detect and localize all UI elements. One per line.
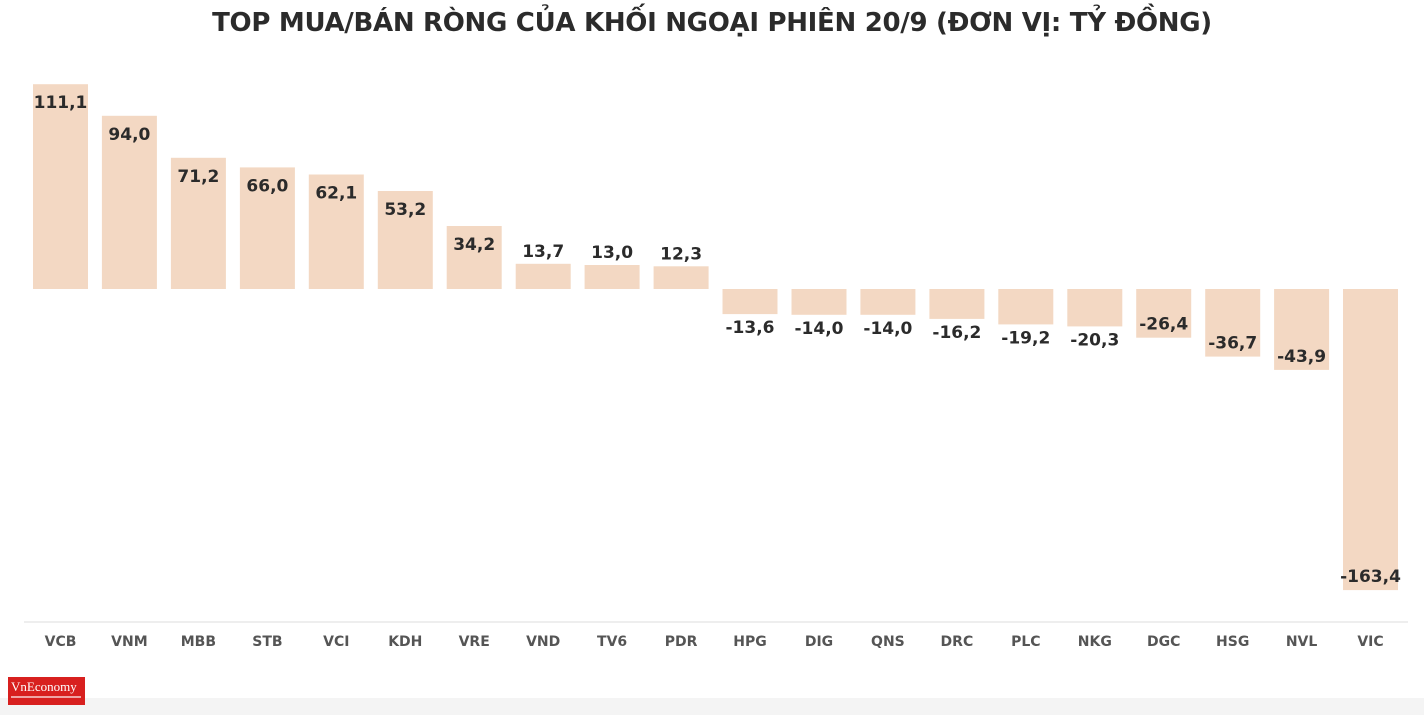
- x-tick-label-vci: VCI: [323, 634, 349, 650]
- x-tick-label-stb: STB: [252, 634, 282, 650]
- x-tick-label-vcb: VCB: [45, 634, 77, 650]
- bar-vre: [446, 226, 502, 289]
- bar-pdr: [653, 266, 709, 289]
- value-label-nvl: -43,9: [1277, 347, 1326, 367]
- bar-vci: [308, 174, 364, 289]
- bar-qns: [860, 289, 916, 315]
- x-tick-label-vic: VIC: [1357, 634, 1383, 650]
- bar-vnd: [515, 263, 571, 289]
- value-label-tv6: 13,0: [591, 243, 633, 263]
- x-tick-label-vnm: VNM: [111, 634, 147, 650]
- value-label-hpg: -13,6: [726, 318, 775, 338]
- bar-drc: [929, 289, 985, 319]
- x-tick-label-kdh: KDH: [388, 634, 422, 650]
- x-tick-label-drc: DRC: [941, 634, 974, 650]
- bar-vcb: [33, 84, 88, 289]
- x-tick-label-hsg: HSG: [1216, 634, 1249, 650]
- value-label-stb: 66,0: [246, 176, 288, 196]
- bar-plc: [998, 289, 1054, 325]
- value-label-dig: -14,0: [795, 319, 844, 339]
- value-label-drc: -16,2: [932, 323, 981, 343]
- bar-dgc: [1136, 289, 1192, 338]
- value-label-vcb: 111,1: [34, 93, 88, 113]
- value-label-hsg: -36,7: [1208, 334, 1257, 354]
- logo-tagline-line: [11, 696, 81, 698]
- x-tick-label-plc: PLC: [1011, 634, 1040, 650]
- bar-nkg: [1067, 289, 1123, 327]
- value-label-kdh: 53,2: [384, 200, 426, 220]
- x-tick-label-tv6: TV6: [597, 634, 627, 650]
- value-label-dgc: -26,4: [1139, 315, 1188, 335]
- value-label-mbb: 71,2: [177, 167, 219, 187]
- bar-dig: [791, 289, 847, 315]
- bar-kdh: [377, 191, 433, 289]
- value-label-vnm: 94,0: [108, 125, 150, 145]
- bars-group: [33, 84, 1398, 591]
- bar-tv6: [584, 265, 640, 289]
- x-tick-label-dgc: DGC: [1147, 634, 1180, 650]
- x-tick-label-mbb: MBB: [181, 634, 216, 650]
- value-label-vci: 62,1: [315, 184, 357, 204]
- value-label-plc: -19,2: [1001, 328, 1050, 348]
- chart-title: TOP MUA/BÁN RÒNG CỦA KHỐI NGOẠI PHIÊN 20…: [212, 8, 1212, 38]
- x-tick-label-dig: DIG: [805, 634, 833, 650]
- vneconomy-logo: VnEconomy: [8, 677, 85, 705]
- value-label-qns: -14,0: [863, 319, 912, 339]
- bar-mbb: [170, 157, 226, 289]
- value-label-vnd: 13,7: [522, 242, 564, 262]
- bar-vnm: [101, 115, 157, 289]
- bar-vic: [1343, 289, 1398, 591]
- bar-hsg: [1205, 289, 1261, 357]
- x-tick-label-qns: QNS: [871, 634, 905, 650]
- x-tick-label-nkg: NKG: [1078, 634, 1112, 650]
- footer-strip: [0, 698, 1424, 715]
- x-tick-label-pdr: PDR: [665, 634, 698, 650]
- value-label-vic: -163,4: [1340, 567, 1401, 587]
- bar-stb: [239, 167, 295, 289]
- x-tick-label-vnd: VND: [526, 634, 560, 650]
- x-tick-labels-group: VCB VNM MBB STB VCI KDH VRE VND TV6 PDR HPG DIG QNS D…: [45, 634, 1384, 650]
- x-tick-label-vre: VRE: [459, 634, 490, 650]
- bar-hpg: [722, 289, 778, 315]
- value-label-pdr: 12,3: [660, 244, 702, 264]
- value-label-nkg: -20,3: [1070, 330, 1119, 350]
- x-tick-label-hpg: HPG: [733, 634, 766, 650]
- bar-nvl: [1274, 289, 1330, 370]
- bar-chart: 111,1 94,0 71,2 66,0 62,1 53,2 34,2 13,7 13,0 12,…: [24, 84, 1408, 650]
- value-labels-group: 111,1 94,0 71,2 66,0 62,1 53,2 34,2 13,7 13,0 12,…: [34, 93, 1401, 587]
- logo-text: VnEconomy: [11, 679, 77, 694]
- value-label-vre: 34,2: [453, 235, 495, 255]
- x-tick-label-nvl: NVL: [1286, 634, 1318, 650]
